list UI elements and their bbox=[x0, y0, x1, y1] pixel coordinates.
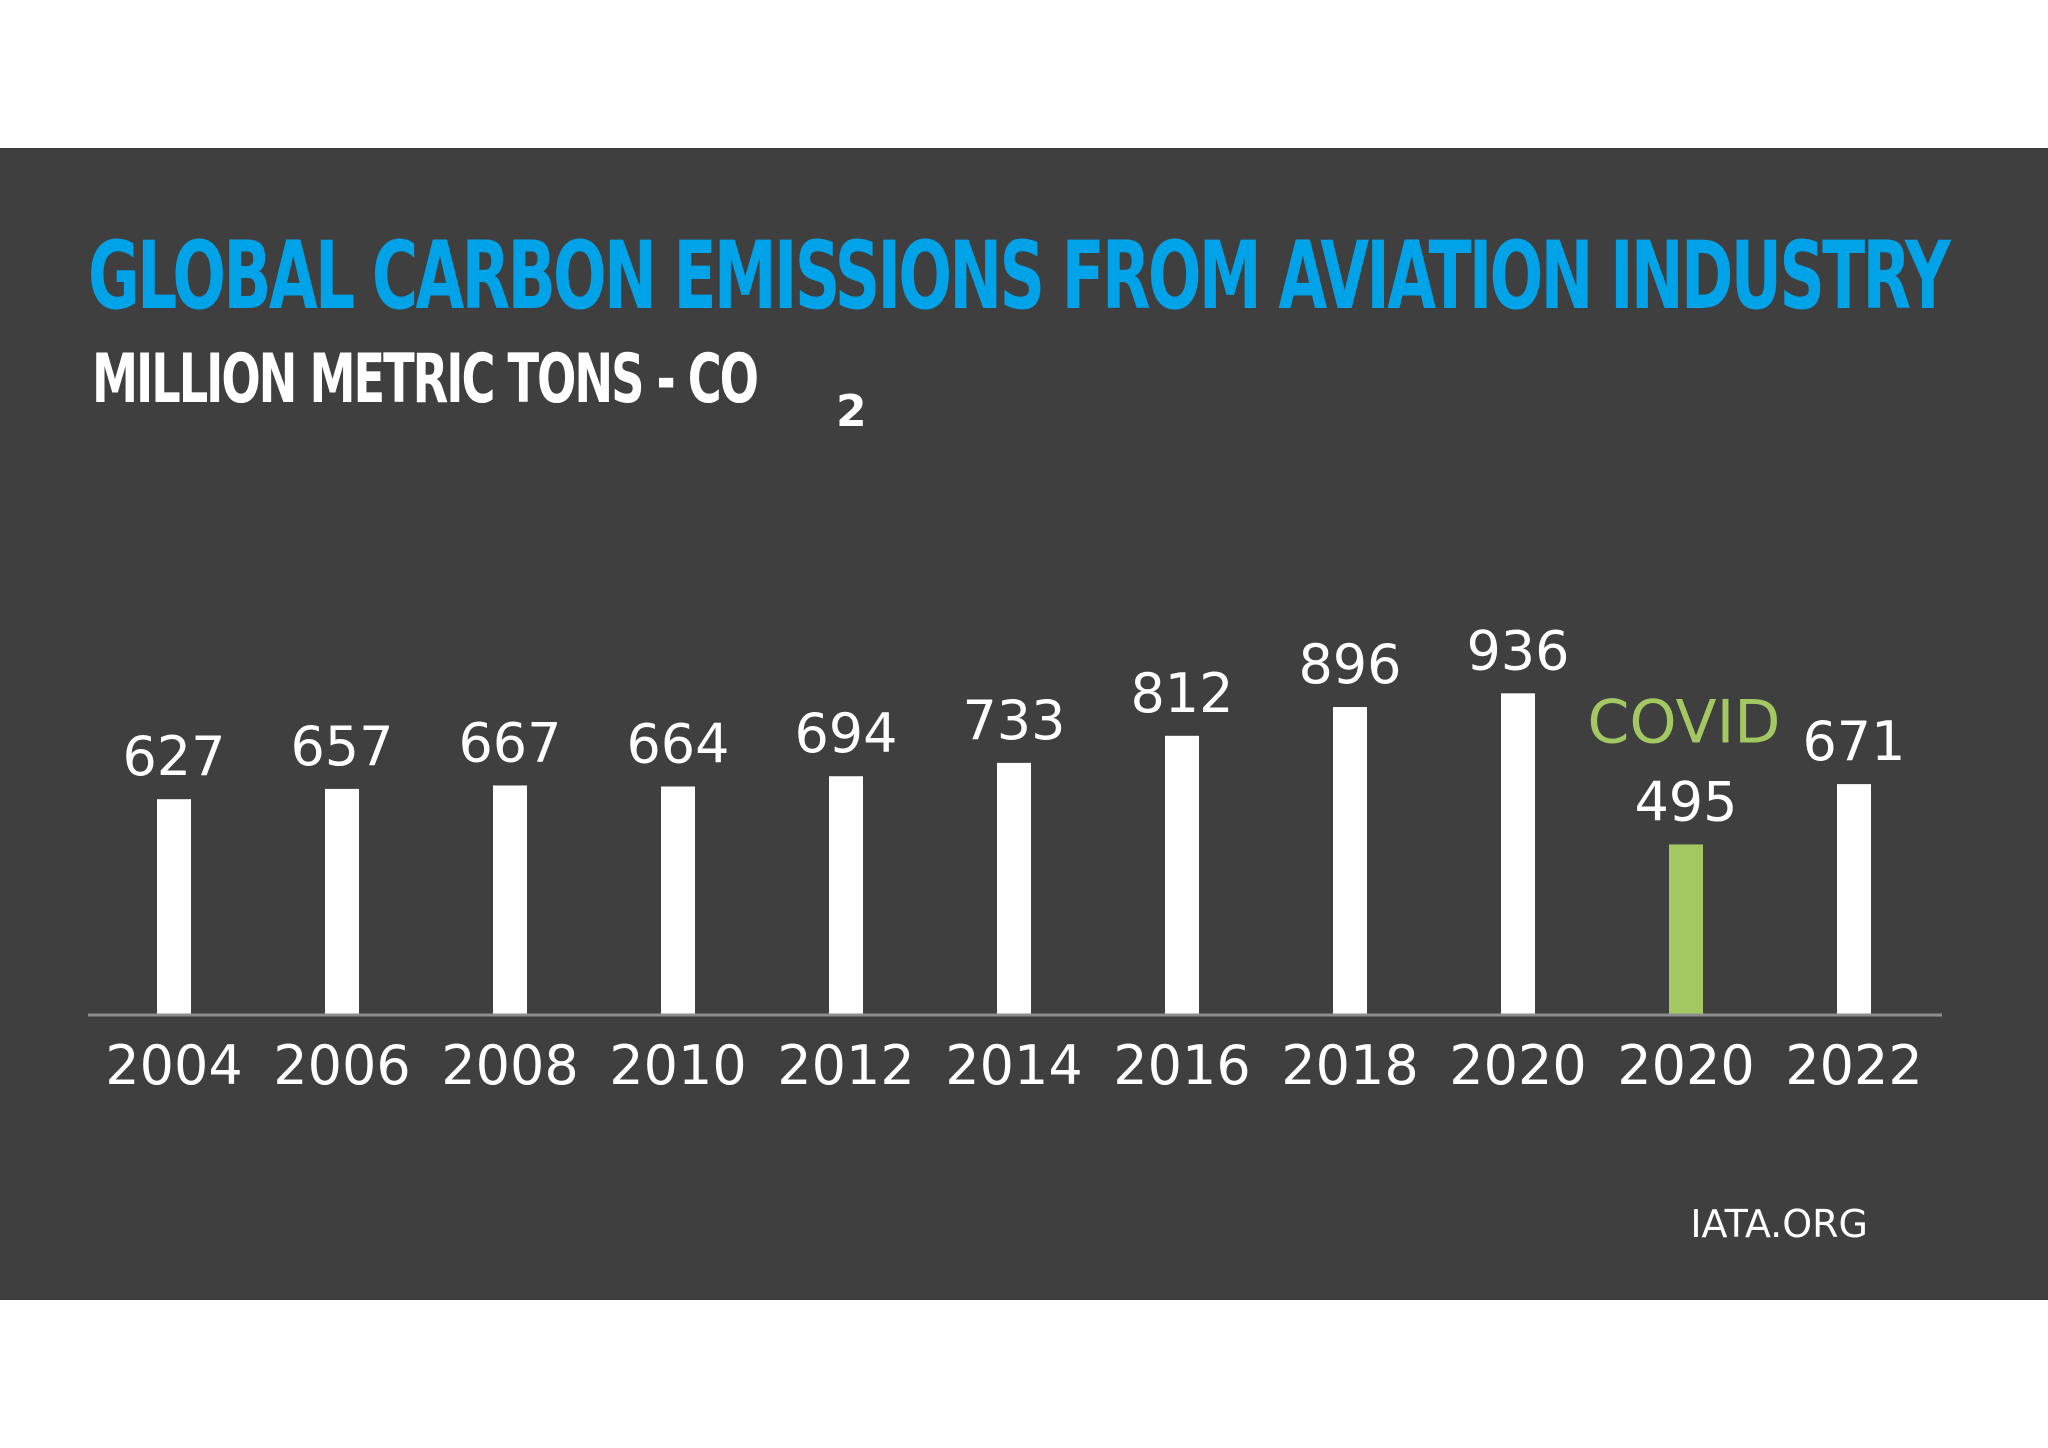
bar-2010 bbox=[661, 786, 695, 1014]
bar-2022 bbox=[1837, 784, 1871, 1014]
chart-subtitle: MILLION METRIC TONS - CO bbox=[92, 340, 757, 419]
value-label: 812 bbox=[1130, 662, 1233, 725]
value-label: 694 bbox=[794, 702, 897, 765]
chart-panel: GLOBAL CARBON EMISSIONS FROM AVIATION IN… bbox=[0, 148, 2048, 1300]
value-label: 896 bbox=[1298, 633, 1401, 696]
bar-chart: GLOBAL CARBON EMISSIONS FROM AVIATION IN… bbox=[88, 222, 1955, 1246]
bar-2004 bbox=[157, 799, 191, 1014]
bars-group bbox=[157, 693, 1871, 1014]
bar-2012 bbox=[829, 776, 863, 1014]
x-tick-label: 2014 bbox=[945, 1034, 1082, 1097]
x-tick-label: 2018 bbox=[1281, 1034, 1418, 1097]
value-label: 671 bbox=[1802, 710, 1905, 773]
bar-2020-covid bbox=[1669, 844, 1703, 1014]
x-tick-label: 2020 bbox=[1617, 1034, 1754, 1097]
bar-2018 bbox=[1333, 707, 1367, 1014]
x-tick-label: 2010 bbox=[609, 1034, 746, 1097]
value-label: 667 bbox=[458, 711, 561, 774]
value-label: 936 bbox=[1466, 619, 1569, 682]
value-label: 627 bbox=[122, 725, 225, 788]
x-tick-labels-group: 2004 2006 2008 2010 2012 2014 2016 2018 2020 2020… bbox=[105, 1034, 1922, 1097]
value-label: 733 bbox=[962, 689, 1065, 752]
value-label: 664 bbox=[626, 713, 729, 776]
bar-2008 bbox=[493, 785, 527, 1014]
bar-2014 bbox=[997, 762, 1031, 1014]
covid-annotation: COVID bbox=[1587, 687, 1780, 757]
x-tick-label: 2020 bbox=[1449, 1034, 1586, 1097]
value-label: 657 bbox=[290, 715, 393, 778]
chart-subtitle-subscript: 2 bbox=[836, 386, 867, 437]
bar-2006 bbox=[325, 788, 359, 1014]
x-tick-label: 2012 bbox=[777, 1034, 914, 1097]
x-tick-label: 2008 bbox=[441, 1034, 578, 1097]
x-tick-label: 2022 bbox=[1785, 1034, 1922, 1097]
chart-title: GLOBAL CARBON EMISSIONS FROM AVIATION IN… bbox=[88, 222, 1951, 331]
bar-2016 bbox=[1165, 735, 1199, 1014]
x-tick-label: 2016 bbox=[1113, 1034, 1250, 1097]
x-tick-label: 2004 bbox=[105, 1034, 242, 1097]
value-labels-group: 627 657 667 664 694 733 812 896 936 495 671 bbox=[122, 619, 1905, 833]
x-tick-label: 2006 bbox=[273, 1034, 410, 1097]
bar-2020 bbox=[1501, 693, 1535, 1014]
source-label: IATA.ORG bbox=[1690, 1202, 1868, 1246]
value-label: 495 bbox=[1634, 770, 1737, 833]
